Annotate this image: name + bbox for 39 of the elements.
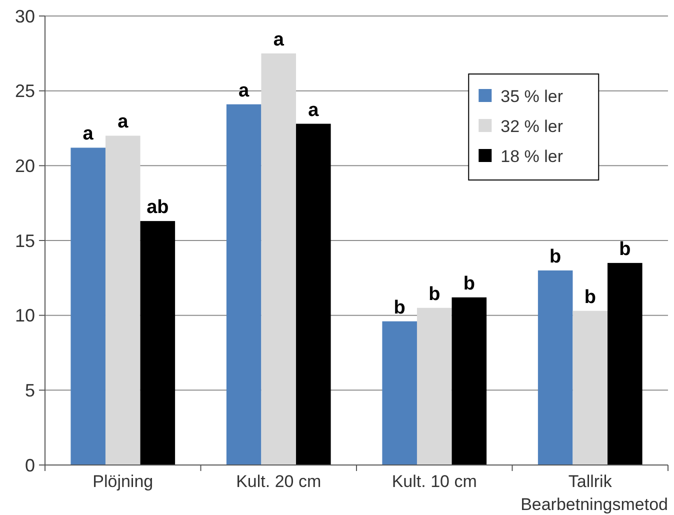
bar	[382, 321, 417, 465]
bar	[226, 104, 262, 465]
data-label: ab	[146, 197, 169, 218]
data-label: a	[273, 29, 284, 50]
y-tick-label: 5	[24, 380, 35, 400]
x-tick-label: Tallrik	[568, 472, 612, 491]
bar	[416, 308, 452, 465]
x-axis-title: Bearbetningsmetod	[520, 495, 668, 514]
x-tick-label: Kult. 10 cm	[392, 472, 477, 491]
y-tick-label: 10	[14, 306, 35, 326]
y-tick-label: 0	[24, 455, 35, 476]
y-tick-label: 25	[14, 81, 35, 102]
y-tick-label: 20	[14, 156, 35, 176]
legend-label: 35 % ler	[500, 86, 564, 106]
data-label: b	[619, 238, 631, 260]
data-label: a	[118, 112, 129, 133]
x-tick-label: Kult. 20 cm	[236, 472, 322, 491]
bar	[572, 310, 608, 465]
data-label: a	[82, 124, 94, 145]
data-label: b	[463, 273, 475, 294]
x-tick-label: Plöjning	[92, 472, 154, 491]
data-label: b	[550, 246, 562, 268]
bar	[140, 221, 176, 465]
data-label: b	[584, 286, 596, 308]
legend-label: 32 % ler	[500, 116, 564, 136]
bar	[70, 148, 106, 465]
bar	[452, 297, 487, 465]
data-label: a	[308, 100, 320, 121]
bar	[296, 124, 331, 465]
bar	[608, 262, 642, 465]
y-tick-label: 15	[14, 230, 35, 251]
data-label: b	[428, 284, 440, 305]
bar	[105, 136, 140, 465]
y-tick-label: 30	[14, 6, 35, 26]
data-label: a	[238, 80, 250, 102]
bar	[261, 53, 296, 465]
bar	[538, 270, 573, 465]
data-label: b	[394, 297, 406, 318]
legend-label: 18 % ler	[500, 146, 564, 166]
